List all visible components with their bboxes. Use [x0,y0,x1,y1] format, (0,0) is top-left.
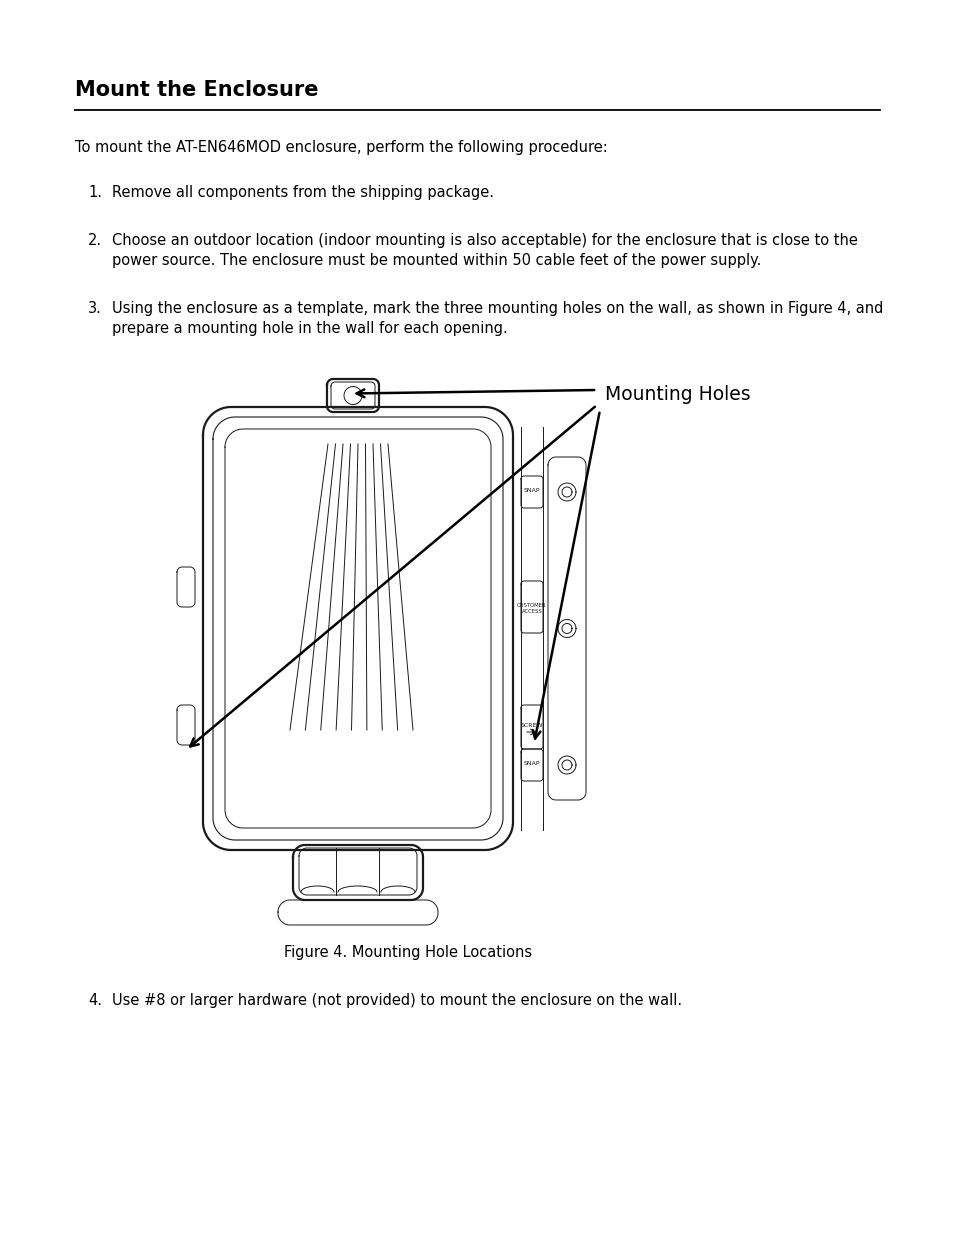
Text: SNAP: SNAP [523,761,539,766]
Text: SNAP: SNAP [523,488,539,493]
Text: 3.: 3. [88,301,102,316]
Text: power source. The enclosure must be mounted within 50 cable feet of the power su: power source. The enclosure must be moun… [112,253,760,268]
Text: Mounting Holes: Mounting Holes [604,385,750,405]
Text: Use #8 or larger hardware (not provided) to mount the enclosure on the wall.: Use #8 or larger hardware (not provided)… [112,993,681,1008]
Text: 4.: 4. [88,993,102,1008]
Text: CUSTOMER
ACCESS: CUSTOMER ACCESS [517,603,546,614]
Text: 1.: 1. [88,185,102,200]
Text: prepare a mounting hole in the wall for each opening.: prepare a mounting hole in the wall for … [112,321,507,336]
Text: SCREW: SCREW [520,722,542,727]
Text: Remove all components from the shipping package.: Remove all components from the shipping … [112,185,494,200]
Text: To mount the AT-EN646MOD enclosure, perform the following procedure:: To mount the AT-EN646MOD enclosure, perf… [75,140,607,156]
Text: Mount the Enclosure: Mount the Enclosure [75,80,318,100]
Text: Using the enclosure as a template, mark the three mounting holes on the wall, as: Using the enclosure as a template, mark … [112,301,882,316]
Text: 2.: 2. [88,233,102,248]
Text: Choose an outdoor location (indoor mounting is also acceptable) for the enclosur: Choose an outdoor location (indoor mount… [112,233,857,248]
Text: Figure 4. Mounting Hole Locations: Figure 4. Mounting Hole Locations [284,945,532,960]
